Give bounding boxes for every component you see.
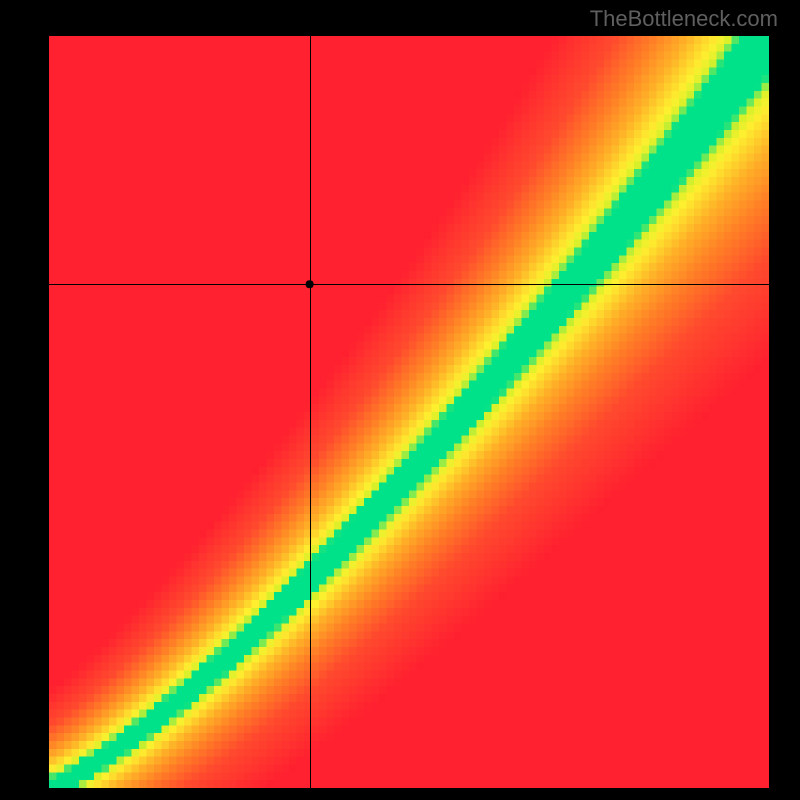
crosshair-overlay bbox=[49, 36, 769, 788]
watermark-text: TheBottleneck.com bbox=[590, 6, 778, 32]
plot-area bbox=[49, 36, 769, 788]
chart-container: TheBottleneck.com bbox=[0, 0, 800, 800]
